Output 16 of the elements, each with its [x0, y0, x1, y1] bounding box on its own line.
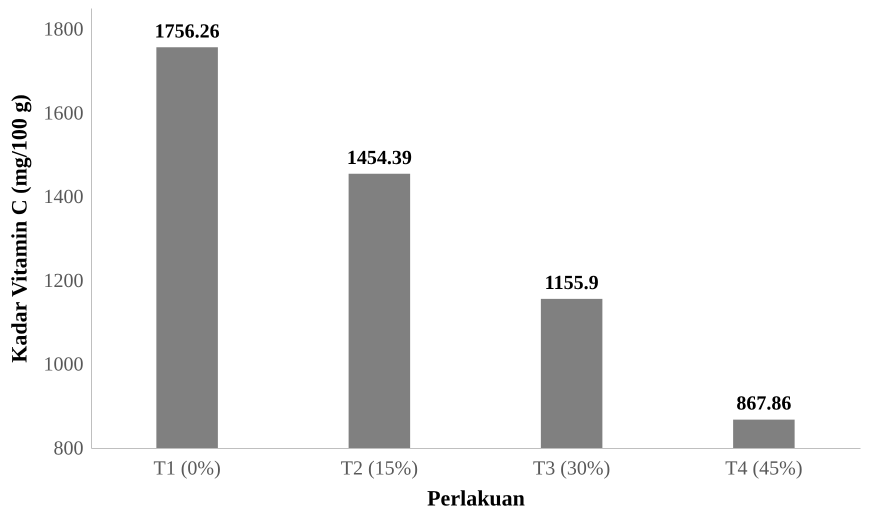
data-label: 867.86 [736, 392, 792, 415]
y-axis-title: Kadar Vitamin C (mg/100 g) [6, 94, 32, 363]
y-tick-label: 1200 [44, 270, 84, 292]
y-tick-label: 1400 [44, 186, 84, 208]
data-label: 1454.39 [346, 146, 412, 169]
y-tick-label: 1800 [44, 18, 84, 40]
x-tick-label: T3 (30%) [533, 458, 610, 480]
y-tick-label: 1600 [44, 102, 84, 124]
y-tick-label: 1000 [44, 354, 84, 376]
data-label: 1756.26 [154, 20, 220, 42]
data-label: 1155.9 [544, 272, 599, 294]
x-tick-label: T2 (15%) [340, 458, 418, 480]
x-axis-title: Perlakuan [427, 486, 525, 510]
y-tick-label: 800 [54, 438, 84, 460]
x-tick-label: T1 (0%) [154, 458, 221, 480]
x-tick-label: T4 (45%) [725, 458, 802, 480]
